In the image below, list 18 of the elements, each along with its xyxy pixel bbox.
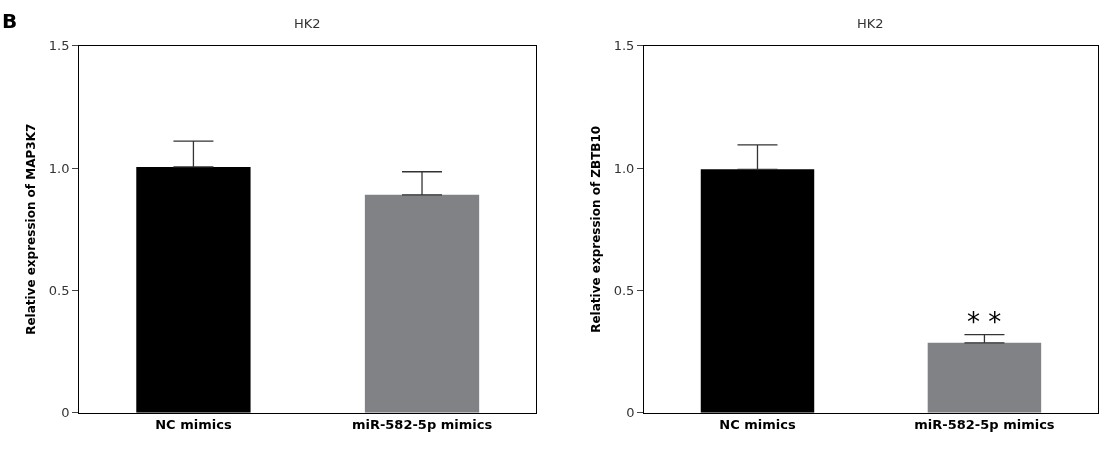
y-tick-label: 0 (626, 405, 635, 421)
x-tick-label: miR-582-5p mimics (914, 417, 1055, 433)
x-tick-label: NC mimics (155, 417, 232, 433)
y-tick-label: 1.0 (613, 160, 635, 176)
y-tick-label: 0.5 (613, 283, 635, 299)
x-tick-label: miR-582-5p mimics (351, 417, 493, 433)
text: B (2, 9, 18, 33)
chart-title: HK2 (294, 16, 321, 31)
y-tick-label: 1.0 (48, 160, 70, 176)
annotation: * * (967, 307, 1002, 337)
y-axis-title: Relative expression of ZBTB10 (589, 125, 604, 333)
x-tick-label: NC mimics (719, 417, 796, 433)
y-tick-label: 1.5 (48, 38, 70, 54)
y-tick-label: 0.5 (48, 283, 70, 299)
y-axis-title: Relative expression of MAP3K7 (24, 123, 39, 335)
y-tick-label: 0 (61, 405, 70, 421)
y-tick-label: 1.5 (613, 38, 635, 54)
chart-title: HK2 (857, 16, 884, 31)
